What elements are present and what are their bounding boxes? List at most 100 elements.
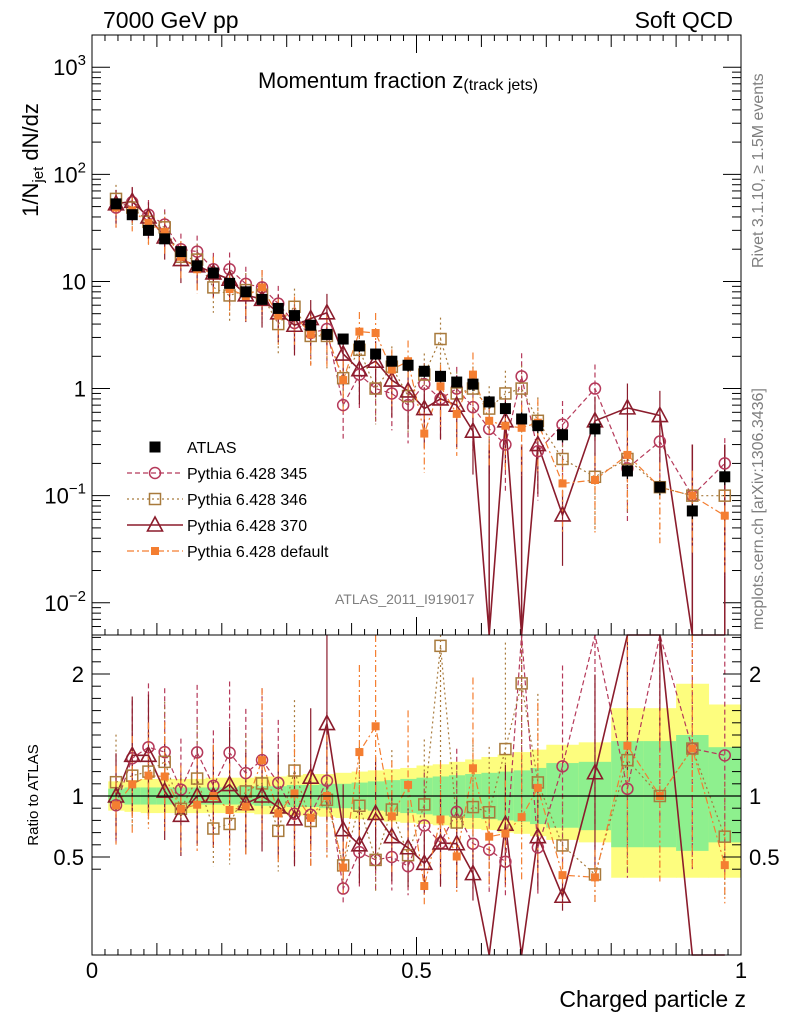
series-line-pythia-6-428-370 — [115, 200, 725, 636]
point-atlas — [483, 396, 495, 408]
ratio-point-pythia-6-428-345 — [158, 745, 171, 759]
y-tick-label: 102 — [53, 159, 86, 187]
point-pythia-6-428-default — [306, 330, 315, 339]
ratio-point-pythia-6-428-370 — [350, 835, 369, 852]
ratio-point-pythia-6-428-346 — [718, 830, 732, 843]
ratio-point-pythia-6-428-345 — [207, 779, 220, 793]
point-pythia-6-428-370 — [431, 389, 450, 406]
point-pythia-6-428-346 — [556, 452, 569, 466]
ratio-point-pythia-6-428-370 — [139, 745, 158, 763]
ratio-point-pythia-6-428-346 — [621, 753, 634, 767]
ratio-point-pythia-6-428-370 — [399, 838, 417, 855]
analysis-tag: ATLAS_2011_I919017 — [335, 591, 475, 607]
point-pythia-6-428-345 — [515, 370, 528, 383]
chart-title-main: Momentum fraction z — [258, 68, 463, 93]
point-pythia-6-428-345 — [223, 262, 236, 276]
ratio-point-pythia-6-428-346 — [369, 853, 382, 867]
ratio-point-pythia-6-428-345 — [272, 776, 285, 790]
point-pythia-6-428-default — [436, 382, 445, 391]
ratio-point-pythia-6-428-default — [688, 744, 697, 753]
point-atlas — [532, 420, 544, 432]
point-pythia-6-428-default — [485, 416, 494, 425]
point-pythia-6-428-default — [720, 511, 729, 520]
point-pythia-6-428-default — [420, 429, 429, 438]
legend-marker-pythia-6-428-345 — [148, 466, 162, 480]
legend-marker-pythia-6-428-346 — [148, 492, 162, 506]
series-line-pythia-6-428-345 — [115, 201, 726, 497]
legend-label-atlas: ATLAS — [187, 440, 237, 457]
ratio-y-tick-label-right: 1 — [749, 784, 761, 809]
point-pythia-6-428-346 — [686, 489, 699, 502]
ratio-point-pythia-6-428-345 — [109, 798, 123, 812]
ratio-point-pythia-6-428-345 — [385, 850, 399, 864]
point-pythia-6-428-345 — [401, 398, 415, 412]
point-atlas — [402, 359, 414, 371]
point-atlas — [557, 429, 569, 441]
point-pythia-6-428-346 — [515, 382, 528, 395]
y-axis-label-main: 1/N — [18, 183, 43, 217]
y-tick-label: 10−2 — [44, 588, 86, 616]
ratio-point-pythia-6-428-default — [590, 873, 599, 882]
ratio-point-pythia-6-428-345 — [499, 855, 512, 868]
point-atlas — [240, 286, 252, 298]
point-atlas — [719, 471, 731, 483]
ratio-point-pythia-6-428-345 — [255, 753, 269, 767]
ratio-point-pythia-6-428-default — [306, 813, 315, 822]
ratio-panel: 0.5 0.5 1 1 2 2 0 0.5 1 — [53, 634, 780, 983]
point-pythia-6-428-default — [387, 365, 396, 374]
point-atlas — [288, 310, 300, 322]
y-tick-label: 1 — [74, 377, 86, 402]
legend: ATLAS Pythia 6.428 345 Pythia 6.428 346 Pyt… — [127, 440, 329, 561]
ratio-point-pythia-6-428-default — [225, 805, 234, 814]
point-atlas — [337, 333, 349, 345]
ratio-y-axis-label: Ratio to ATLAS — [25, 744, 42, 845]
point-pythia-6-428-345 — [588, 382, 602, 395]
legend-marker-pythia-6-428-370 — [146, 515, 164, 532]
x-tick-label: 1 — [735, 958, 747, 983]
y-tick-exponent: 3 — [78, 52, 86, 69]
point-atlas — [207, 267, 219, 279]
point-atlas — [191, 260, 203, 272]
point-pythia-6-428-346 — [369, 382, 382, 395]
point-pythia-6-428-default — [558, 479, 567, 488]
y-axis-label-suffix: dN/dz — [18, 103, 43, 167]
ratio-point-pythia-6-428-default — [468, 764, 477, 773]
y-tick-base: 1 — [74, 377, 86, 402]
legend-label-pythia-6-428-345: Pythia 6.428 345 — [187, 466, 307, 483]
point-atlas — [256, 293, 268, 305]
ratio-point-pythia-6-428-346 — [466, 800, 480, 814]
y-tick-exponent: −2 — [69, 588, 86, 605]
ratio-point-pythia-6-428-345 — [190, 746, 204, 759]
point-atlas — [589, 423, 601, 435]
ratio-point-pythia-6-428-default — [387, 812, 396, 821]
point-pythia-6-428-345 — [385, 387, 399, 400]
upper-series-lines — [115, 198, 726, 636]
point-atlas — [467, 378, 479, 390]
point-pythia-6-428-346 — [718, 489, 732, 502]
ratio-point-pythia-6-428-345 — [320, 774, 334, 787]
ratio-point-pythia-6-428-346 — [207, 822, 220, 835]
point-pythia-6-428-default — [688, 491, 697, 500]
point-pythia-6-428-345 — [466, 400, 480, 414]
mcplots-label: mcplots.cern.ch [arXiv:1306.3436] — [750, 388, 767, 630]
ratio-point-pythia-6-428-345 — [466, 837, 480, 850]
point-atlas — [110, 198, 122, 210]
ratio-y-tick-label-right: 2 — [749, 662, 761, 687]
ratio-point-pythia-6-428-370 — [529, 826, 547, 844]
point-atlas — [272, 302, 284, 314]
point-pythia-6-428-346 — [450, 387, 463, 400]
ratio-point-pythia-6-428-345 — [621, 782, 634, 796]
y-tick-exponent: 2 — [78, 159, 86, 176]
ratio-point-pythia-6-428-370 — [431, 833, 450, 850]
point-pythia-6-428-345 — [499, 438, 512, 451]
y-tick-base: 10 — [62, 269, 86, 294]
point-atlas — [370, 348, 382, 360]
ratio-point-pythia-6-428-346 — [353, 799, 366, 813]
point-pythia-6-428-370 — [318, 303, 336, 320]
y-tick-label: 10−1 — [44, 481, 86, 509]
ratio-point-pythia-6-428-346 — [223, 817, 236, 831]
ratio-point-pythia-6-428-370 — [366, 803, 385, 821]
ratio-point-pythia-6-428-default — [290, 789, 299, 798]
point-atlas — [516, 413, 528, 425]
point-atlas — [654, 481, 666, 493]
